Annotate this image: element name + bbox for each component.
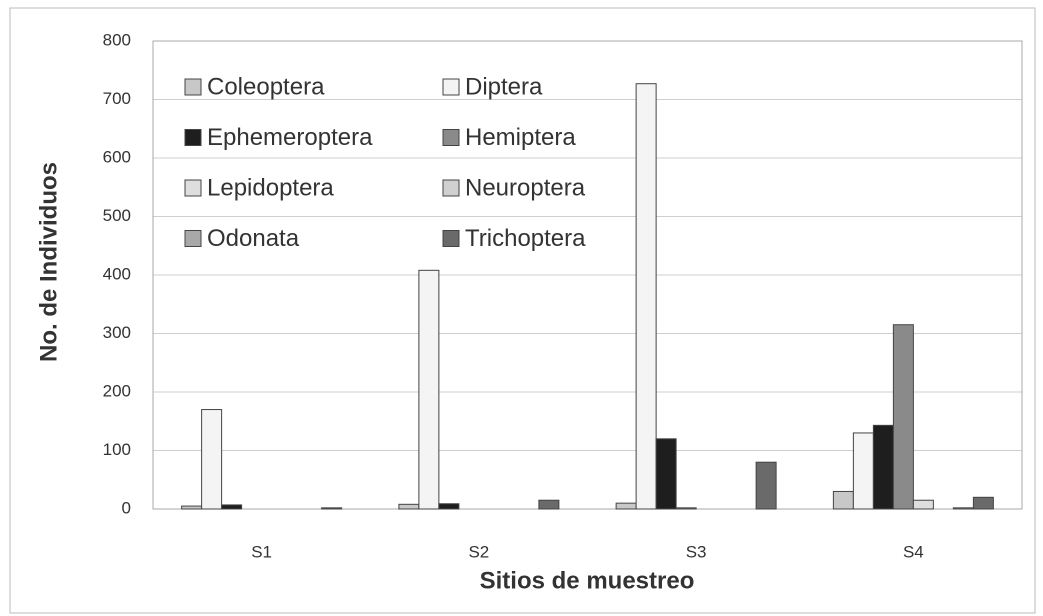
legend-swatch: [442, 129, 460, 146]
y-tick-label: 700: [103, 89, 131, 108]
bar: [181, 505, 203, 510]
x-tick-label: S4: [903, 542, 924, 561]
bar: [912, 499, 934, 510]
bar: [398, 503, 420, 510]
legend-label: Trichoptera: [465, 225, 586, 252]
bar: [892, 324, 914, 510]
legend-swatch: [442, 78, 460, 96]
bar: [438, 503, 460, 510]
bar: [832, 490, 854, 510]
bar: [321, 507, 343, 510]
bar: [655, 438, 677, 510]
bar: [201, 409, 223, 510]
y-tick-label: 300: [103, 323, 131, 342]
x-axis-title: Sitios de muestreo: [480, 567, 695, 594]
bar: [221, 504, 243, 510]
x-tick-label: S3: [686, 542, 707, 561]
bar: [872, 424, 894, 510]
x-tick-label: S1: [251, 542, 272, 561]
plot-border: [152, 40, 1023, 510]
legend-swatch: [184, 179, 202, 197]
legend-label: Diptera: [465, 73, 543, 100]
legend-swatch: [184, 129, 202, 146]
chart-frame: [9, 7, 1036, 614]
y-tick-label: 0: [122, 498, 131, 517]
legend-label: Coleoptera: [207, 73, 325, 100]
x-tick-label: S2: [468, 542, 489, 561]
y-tick-label: 800: [103, 30, 131, 49]
bar: [635, 83, 657, 510]
bar: [615, 502, 637, 510]
legend-label: Neuroptera: [465, 174, 586, 201]
bar: [538, 499, 560, 510]
y-tick-label: 200: [103, 381, 131, 400]
bar: [418, 269, 440, 510]
y-tick-label: 400: [103, 264, 131, 283]
legend-swatch: [184, 78, 202, 96]
legend-swatch: [184, 230, 202, 247]
y-tick-label: 100: [103, 440, 131, 459]
bar: [952, 507, 974, 510]
bar: [675, 507, 697, 510]
y-tick-label: 500: [103, 206, 131, 225]
legend-label: Lepidoptera: [207, 174, 334, 201]
legend-label: Hemiptera: [465, 124, 576, 151]
bar: [852, 432, 874, 510]
y-axis-title: No. de Individuos: [35, 162, 62, 362]
bar: [755, 461, 777, 510]
legend-swatch: [442, 230, 460, 247]
y-tick-label: 600: [103, 147, 131, 166]
legend-label: Ephemeroptera: [207, 124, 373, 151]
legend-label: Odonata: [207, 225, 300, 252]
bar: [972, 496, 994, 510]
legend-swatch: [442, 179, 460, 197]
